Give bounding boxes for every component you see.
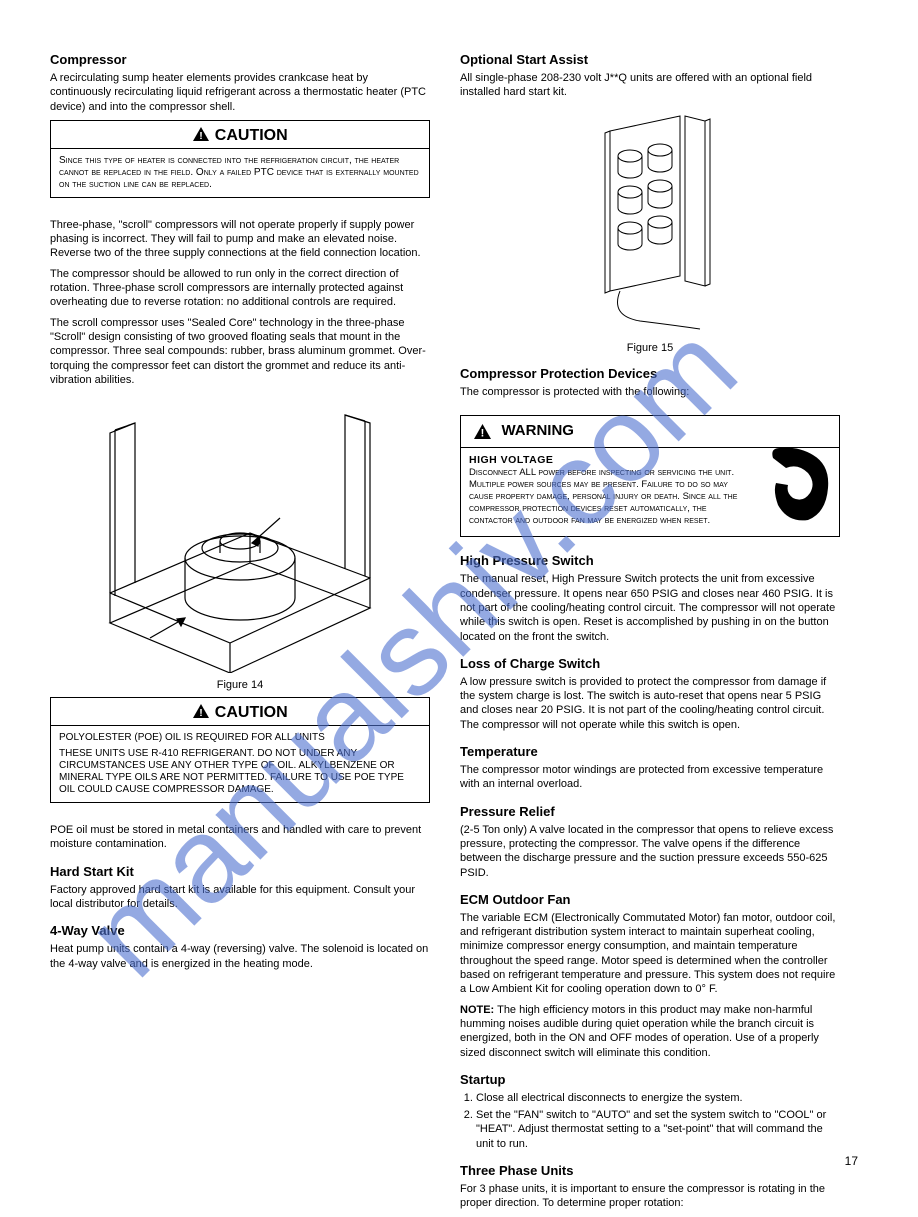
heading-temp: Temperature [460,744,840,759]
caution-title: CAUTION [215,704,288,721]
caution-body: Since this type of heater is connected i… [51,149,429,197]
heading-relief: Pressure Relief [460,804,840,819]
figure-caption: Figure 15 [460,342,840,354]
start-kit-illustration [550,106,750,336]
warning-triangle-icon: ! [473,423,492,440]
warning-body: HIGH VOLTAGE Disconnect ALL power before… [461,448,839,537]
caution-body: POLYOLESTER (POE) OIL IS REQUIRED FOR AL… [51,726,429,802]
figure-14-compressor [50,393,430,673]
figure-15-startkit [460,106,840,336]
warning-text: Disconnect ALL power before inspecting o… [469,467,749,526]
para: The compressor is protected with the fol… [460,385,840,399]
para: POE oil must be stored in metal containe… [50,823,430,852]
heading-4way: 4-Way Valve [50,923,430,938]
heading-startassist: Optional Start Assist [460,52,840,67]
para: Heat pump units contain a 4-way (reversi… [50,942,430,971]
para: The scroll compressor uses "Sealed Core"… [50,316,430,387]
para: The compressor should be allowed to run … [50,267,430,310]
para: All single-phase 208-230 volt J**Q units… [460,71,840,100]
heading-ecm: ECM Outdoor Fan [460,892,840,907]
figure-caption: Figure 14 [50,679,430,691]
caution-title: CAUTION [215,127,288,144]
note: NOTE: The high efficiency motors in this… [460,1003,840,1060]
compressor-illustration [80,393,400,673]
svg-text:!: ! [200,707,204,719]
warning-box: ! WARNING HIGH VOLTAGE Disconnect ALL po… [460,415,840,538]
list-item: Set the "FAN" switch to "AUTO" and set t… [476,1108,840,1151]
para: A low pressure switch is provided to pro… [460,675,840,732]
para: Factory approved hard start kit is avail… [50,883,430,912]
para: The compressor motor windings are protec… [460,763,840,792]
caution-box-1: ! CAUTION Since this type of heater is c… [50,120,430,198]
para: (2-5 Ton only) A valve located in the co… [460,823,840,880]
page-number: 17 [845,1154,858,1168]
note-label: NOTE: [460,1004,494,1016]
startup-list: Close all electrical disconnects to ener… [476,1091,840,1151]
para: Three-phase, "scroll" compressors will n… [50,218,430,261]
heading-loc: Loss of Charge Switch [460,656,840,671]
heading-compressor: Compressor [50,52,430,67]
shock-hand-icon [768,443,833,523]
svg-text:!: ! [481,427,485,439]
caution-box-2: ! CAUTION POLYOLESTER (POE) OIL IS REQUI… [50,697,430,803]
note-text: The high efficiency motors in this produ… [460,1004,819,1059]
para: The variable ECM (Electronically Commuta… [460,911,840,997]
heading-hps: High Pressure Switch [460,553,840,568]
left-column: Compressor A recirculating sump heater e… [50,40,430,977]
caution-line: POLYOLESTER (POE) OIL IS REQUIRED FOR AL… [59,732,421,744]
heading-3phase: Three Phase Units [460,1163,840,1178]
heading-hardstart: Hard Start Kit [50,864,430,879]
para: A recirculating sump heater elements pro… [50,71,430,114]
svg-text:!: ! [200,130,204,142]
heading-protect: Compressor Protection Devices [460,366,840,381]
caution-header: ! CAUTION [51,121,429,149]
warning-title: WARNING [501,422,574,439]
warning-triangle-icon: ! [192,126,210,142]
para: The manual reset, High Pressure Switch p… [460,572,840,643]
warning-triangle-icon: ! [192,703,210,719]
para: For 3 phase units, it is important to en… [460,1182,840,1211]
caution-header: ! CAUTION [51,698,429,726]
list-item: Close all electrical disconnects to ener… [476,1091,840,1105]
right-column: Optional Start Assist All single-phase 2… [460,40,840,1217]
heading-startup: Startup [460,1072,840,1087]
caution-line: THESE UNITS USE R-410 REFRIGERANT. DO NO… [59,748,421,796]
